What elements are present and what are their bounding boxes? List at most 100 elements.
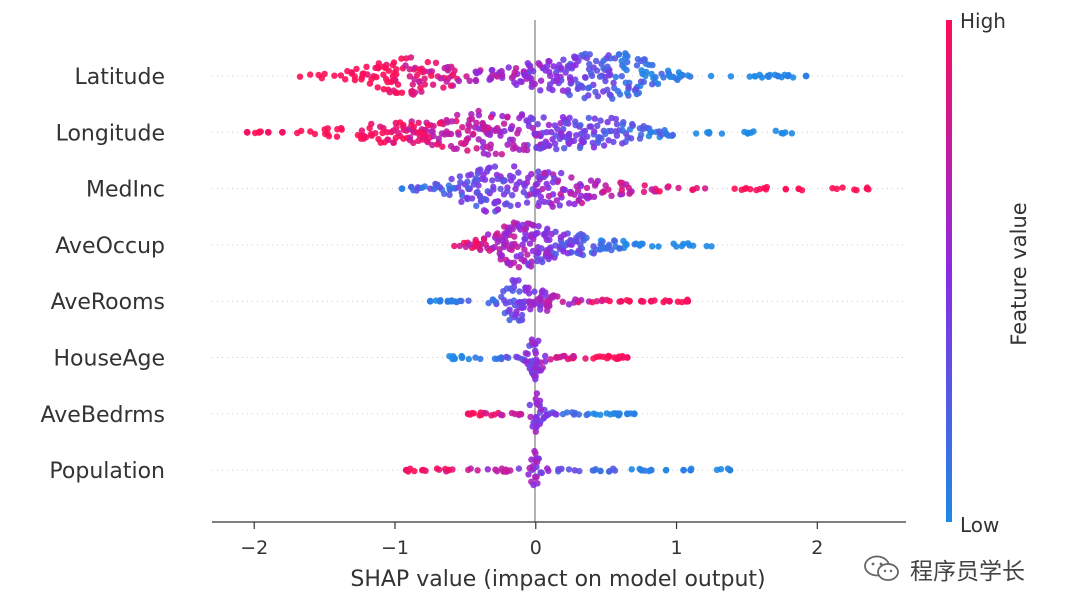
shap-point bbox=[475, 112, 483, 119]
shap-point bbox=[602, 77, 609, 85]
shap-point bbox=[414, 71, 421, 79]
shap-point bbox=[558, 133, 566, 140]
x-tick-label: −1 bbox=[381, 537, 409, 559]
shap-point bbox=[466, 241, 473, 248]
shap-point bbox=[637, 78, 645, 85]
shap-point bbox=[607, 127, 615, 135]
shap-point bbox=[515, 465, 523, 472]
shap-point bbox=[526, 401, 533, 409]
shap-point bbox=[568, 237, 575, 245]
shap-point bbox=[585, 114, 592, 122]
shap-point bbox=[534, 180, 541, 187]
shap-point bbox=[523, 199, 531, 206]
shap-point bbox=[557, 190, 564, 198]
shap-point bbox=[499, 237, 506, 244]
shap-point bbox=[577, 82, 585, 90]
shap-point bbox=[457, 140, 465, 147]
shap-point bbox=[511, 163, 518, 170]
shap-point bbox=[556, 202, 563, 209]
shap-outlier-point bbox=[666, 297, 673, 305]
shap-point bbox=[674, 76, 681, 84]
shap-point bbox=[611, 237, 618, 244]
shap-point bbox=[531, 130, 538, 137]
shap-point bbox=[463, 136, 470, 143]
shap-point bbox=[315, 71, 322, 79]
shap-point bbox=[572, 296, 579, 303]
shap-point bbox=[610, 138, 617, 146]
shap-point bbox=[470, 410, 477, 417]
shap-point bbox=[597, 117, 604, 124]
shap-point bbox=[588, 72, 596, 80]
shap-point bbox=[484, 143, 491, 150]
shap-point bbox=[522, 225, 529, 233]
shap-point bbox=[673, 243, 680, 250]
feature-swarm bbox=[451, 219, 715, 271]
shap-point bbox=[415, 66, 423, 73]
shap-point bbox=[577, 122, 584, 129]
feature-label: Longitude bbox=[56, 121, 165, 146]
shap-point bbox=[513, 308, 520, 315]
shap-point bbox=[573, 132, 580, 139]
shap-point bbox=[447, 82, 455, 89]
shap-point bbox=[494, 206, 501, 213]
shap-point bbox=[464, 147, 471, 154]
shap-point bbox=[527, 413, 534, 421]
shap-point bbox=[364, 71, 371, 78]
shap-point bbox=[501, 297, 508, 304]
shap-point bbox=[492, 150, 499, 157]
shap-point bbox=[545, 467, 552, 474]
shap-point bbox=[598, 297, 606, 305]
shap-point bbox=[606, 91, 613, 98]
shap-point bbox=[619, 127, 626, 134]
shap-point bbox=[613, 132, 621, 139]
shap-outlier-point bbox=[774, 72, 782, 80]
shap-point bbox=[307, 128, 314, 135]
shap-point bbox=[746, 73, 753, 80]
beeswarm-points bbox=[243, 50, 872, 489]
shap-point bbox=[616, 298, 623, 305]
shap-point bbox=[424, 58, 431, 66]
shap-outlier-point bbox=[687, 466, 694, 474]
shap-point bbox=[444, 63, 451, 71]
shap-point bbox=[251, 129, 259, 137]
shap-point bbox=[448, 175, 455, 183]
shap-point bbox=[468, 115, 476, 123]
shap-point bbox=[522, 350, 529, 357]
shap-point bbox=[660, 74, 667, 81]
shap-point bbox=[541, 198, 548, 206]
shap-point bbox=[532, 428, 539, 435]
colorbar-low-label: Low bbox=[960, 513, 999, 537]
shap-point bbox=[530, 235, 537, 242]
shap-point bbox=[606, 467, 613, 475]
shap-point bbox=[566, 130, 573, 138]
shap-point bbox=[552, 250, 559, 258]
shap-point bbox=[542, 352, 549, 360]
shap-point bbox=[489, 177, 496, 184]
shap-point bbox=[455, 77, 463, 85]
shap-point bbox=[586, 84, 593, 91]
shap-point bbox=[532, 417, 540, 425]
shap-point bbox=[359, 70, 366, 78]
shap-point bbox=[621, 64, 628, 72]
shap-point bbox=[545, 255, 552, 263]
wechat-icon bbox=[864, 555, 899, 581]
shap-point bbox=[552, 132, 559, 139]
shap-point bbox=[514, 201, 522, 209]
shap-point bbox=[747, 186, 754, 193]
shap-point bbox=[663, 131, 670, 138]
shap-point bbox=[515, 223, 522, 231]
shap-point bbox=[587, 177, 595, 184]
shap-point bbox=[662, 467, 670, 474]
shap-point bbox=[415, 119, 422, 127]
shap-point bbox=[608, 114, 615, 122]
shap-point bbox=[529, 339, 536, 346]
shap-point bbox=[611, 84, 618, 92]
shap-outlier-point bbox=[638, 297, 645, 305]
shap-point bbox=[449, 71, 457, 78]
shap-point bbox=[600, 65, 607, 72]
shap-point bbox=[584, 195, 591, 202]
shap-outlier-point bbox=[436, 297, 444, 305]
shap-point bbox=[415, 137, 422, 144]
shap-point bbox=[708, 243, 715, 250]
